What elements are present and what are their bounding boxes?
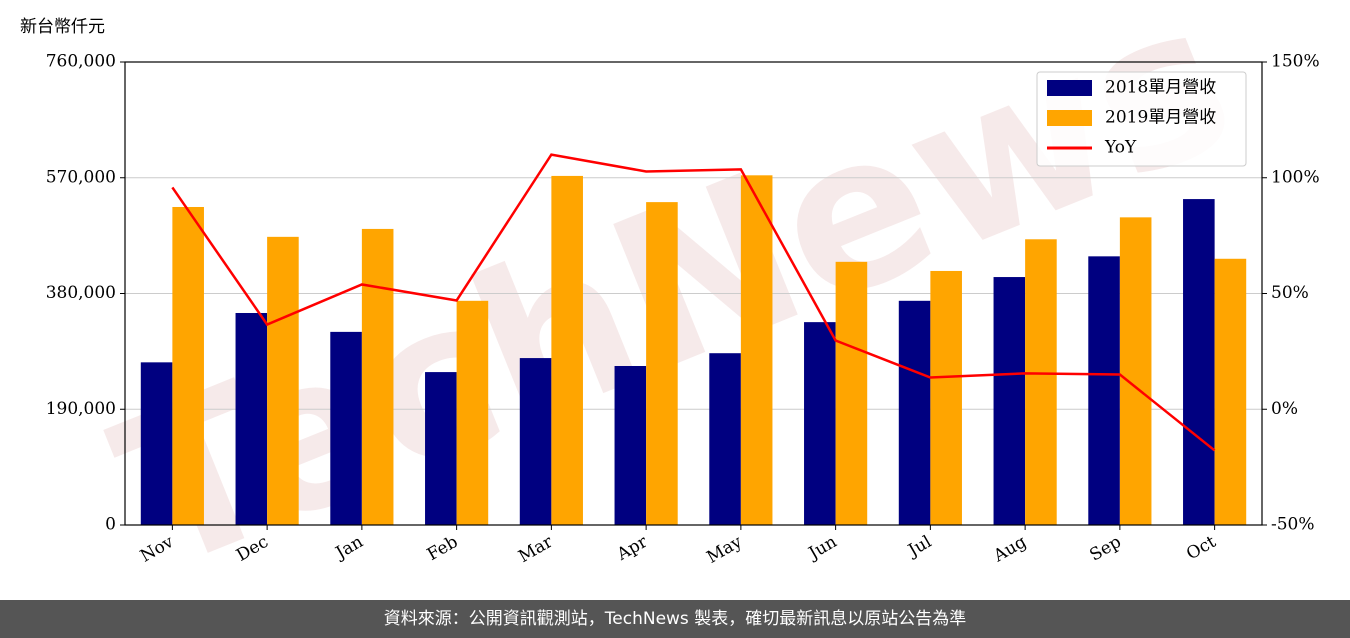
bar	[835, 261, 868, 525]
bar	[1183, 199, 1215, 525]
bar	[519, 358, 552, 525]
bar	[456, 300, 489, 525]
legend-label: 2019單月營收	[1105, 108, 1216, 128]
y2-tick-label: 150%	[1271, 52, 1320, 72]
bar	[1025, 239, 1057, 525]
line	[171, 153, 1216, 452]
y2-tick-label: -50%	[1271, 515, 1315, 535]
x-tick-label: Jun	[804, 532, 841, 565]
legend-swatch	[1047, 80, 1092, 96]
bar	[1214, 258, 1247, 525]
bar	[993, 277, 1026, 525]
bar	[267, 236, 299, 525]
bar	[646, 202, 678, 526]
bar	[172, 206, 204, 525]
y-axis-unit: 新台幣仟元	[20, 17, 105, 37]
x-tick-label: Apr	[613, 531, 652, 565]
x-tick-label: Feb	[424, 532, 462, 565]
bar	[614, 365, 647, 525]
bar	[740, 175, 773, 525]
x-tick-label: Sep	[1086, 532, 1124, 566]
bar	[930, 270, 962, 525]
x-tick-label: Aug	[989, 532, 1030, 567]
legend-label: 2018單月營收	[1105, 78, 1216, 98]
x-tick-label: Mar	[515, 531, 557, 567]
x-tick-label: May	[703, 532, 746, 568]
bar	[140, 362, 173, 525]
y-tick-label: 380,000	[46, 283, 116, 303]
x-tick-label: Oct	[1183, 532, 1219, 565]
bar	[1088, 256, 1120, 525]
legend-swatch	[1047, 110, 1092, 126]
legend-label: YoY	[1104, 138, 1137, 158]
y-tick-label: 0	[105, 515, 116, 535]
y-tick-label: 190,000	[46, 399, 116, 419]
bar	[551, 175, 583, 525]
y2-tick-label: 50%	[1271, 283, 1309, 303]
y-tick-label: 760,000	[46, 52, 116, 72]
plot-frame	[124, 61, 1263, 526]
y2-tick-label: 0%	[1271, 399, 1298, 419]
footer-text: 資料來源：公開資訊觀測站，TechNews 製表，確切最新訊息以原站公告為準	[384, 609, 966, 629]
bar	[804, 322, 836, 525]
bar	[1119, 217, 1152, 525]
bar	[361, 228, 394, 525]
bar	[709, 353, 741, 525]
footer-bar	[0, 600, 1350, 638]
bar	[235, 312, 268, 525]
bar	[425, 372, 457, 525]
y2-tick-label: 100%	[1271, 167, 1320, 187]
bar	[898, 300, 931, 525]
y-tick-label: 570,000	[46, 167, 116, 187]
x-tick-label: Jul	[903, 532, 935, 562]
bar	[330, 331, 362, 525]
